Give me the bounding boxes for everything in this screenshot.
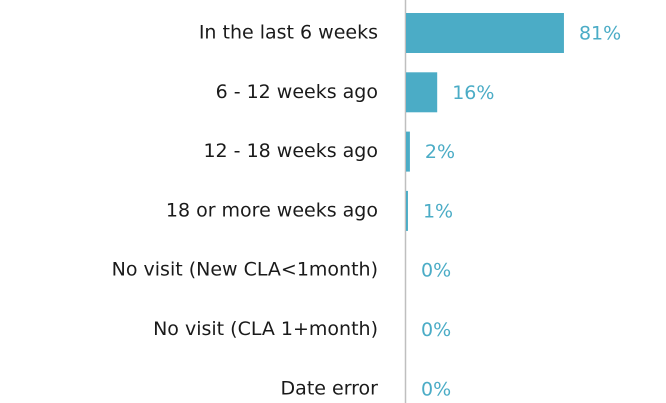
value-label: 2% xyxy=(425,141,455,163)
bar xyxy=(406,13,564,53)
value-label: 1% xyxy=(423,200,453,222)
category-label: Date error xyxy=(281,377,379,399)
bar xyxy=(406,131,410,172)
value-label: 0% xyxy=(421,378,451,400)
category-label: 6 - 12 weeks ago xyxy=(216,81,378,103)
value-label: 81% xyxy=(579,23,621,45)
category-label: No visit (New CLA<1month) xyxy=(112,259,378,281)
value-label: 0% xyxy=(421,319,451,341)
category-label: No visit (CLA 1+month) xyxy=(153,318,378,340)
bar xyxy=(406,190,408,231)
bar xyxy=(406,72,438,113)
category-label: In the last 6 weeks xyxy=(199,22,378,44)
category-label: 18 or more weeks ago xyxy=(166,199,378,221)
value-label: 0% xyxy=(421,260,451,282)
value-label: 16% xyxy=(452,82,494,104)
category-label: 12 - 18 weeks ago xyxy=(203,140,378,162)
